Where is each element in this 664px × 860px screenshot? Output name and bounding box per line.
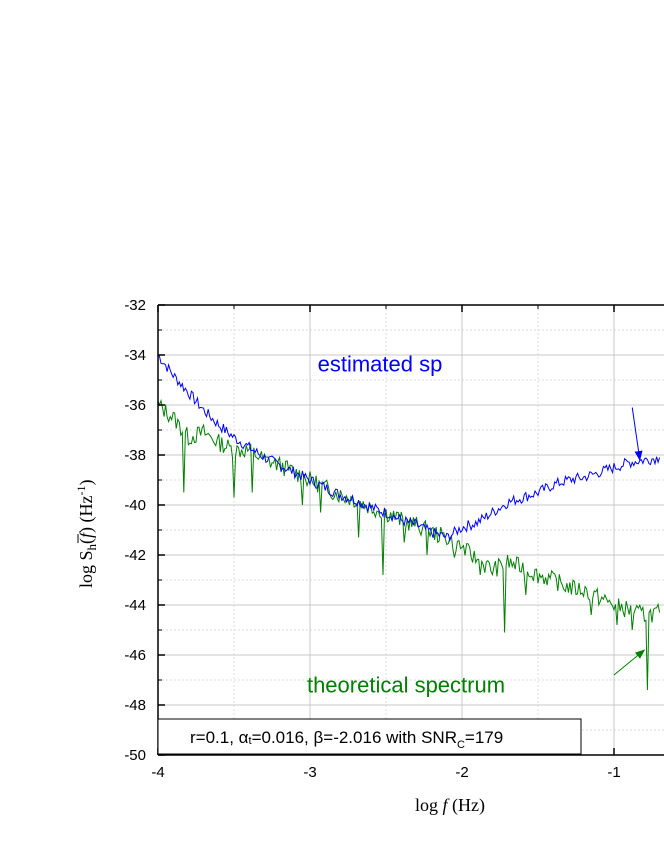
y-tick-label: -32 xyxy=(124,297,146,314)
y-axis-title-end: ) xyxy=(76,479,97,485)
y-axis-title-sup: -1 xyxy=(74,485,88,495)
series-theoretical-line xyxy=(157,398,661,691)
parameter-box-frame xyxy=(157,718,582,755)
y-axis-title-close: ) (Hz xyxy=(76,495,97,532)
y-tick-label: -48 xyxy=(124,697,146,714)
param-part-3: =0.016, xyxy=(252,728,314,747)
y-axis-title-sub: h xyxy=(84,543,99,550)
x-axis-title-unit: (Hz) xyxy=(448,795,485,816)
x-axis-title: log f (Hz) xyxy=(415,795,485,816)
x-axis-title-var: f xyxy=(443,795,451,815)
y-tick-label: -46 xyxy=(124,647,146,664)
y-tick-label: -34 xyxy=(124,347,146,364)
annotation-estimated-arrow xyxy=(631,407,643,461)
param-alpha-sub: t xyxy=(249,735,252,747)
param-part-0: r=0.1, xyxy=(190,728,239,747)
y-tick-label: -38 xyxy=(124,447,146,464)
x-tick-label: -1 xyxy=(607,764,620,781)
annotation-theoretical: theoretical spectrum xyxy=(307,673,505,698)
y-axis-title-open: ( xyxy=(76,538,97,544)
parameter-box: r=0.1, αt=0.016, β=-2.016 with SNRC=179 xyxy=(157,718,582,755)
annotations: estimated sp theoretical spectrum xyxy=(307,351,646,698)
y-axis-title-prefix: log S xyxy=(76,550,96,588)
y-tick-label: -42 xyxy=(124,547,146,564)
x-tick-label: -3 xyxy=(303,764,316,781)
param-alpha: α xyxy=(239,728,249,747)
y-tick-label: -36 xyxy=(124,397,146,414)
y-tick-label: -50 xyxy=(124,747,146,764)
y-tick-label: -40 xyxy=(124,497,146,514)
tick-labels: -4 -3 -2 -1 -50 -48 -46 -44 -42 -40 -38 -36 -34 -32 xyxy=(124,297,620,781)
y-axis-title-var: f xyxy=(76,530,96,538)
annotation-theoretical-arrow xyxy=(613,649,646,676)
x-tick-label: -2 xyxy=(455,764,468,781)
series-layer xyxy=(157,354,661,691)
y-axis-title: log Sh(f) (Hz-1) xyxy=(74,479,99,588)
param-beta: β xyxy=(313,728,323,747)
parameter-text: r=0.1, αt=0.016, β=-2.016 with SNRC=179 xyxy=(190,728,503,751)
param-part-7: =179 xyxy=(465,728,503,747)
x-axis-title-prefix: log xyxy=(415,795,443,815)
y-tick-label: -44 xyxy=(124,597,146,614)
x-tick-label: -4 xyxy=(151,764,164,781)
series-estimated-line xyxy=(157,354,661,543)
param-snr-sub: C xyxy=(457,739,465,751)
param-part-5: =-2.016 with SNR xyxy=(323,728,457,747)
annotation-estimated: estimated sp xyxy=(318,351,443,376)
